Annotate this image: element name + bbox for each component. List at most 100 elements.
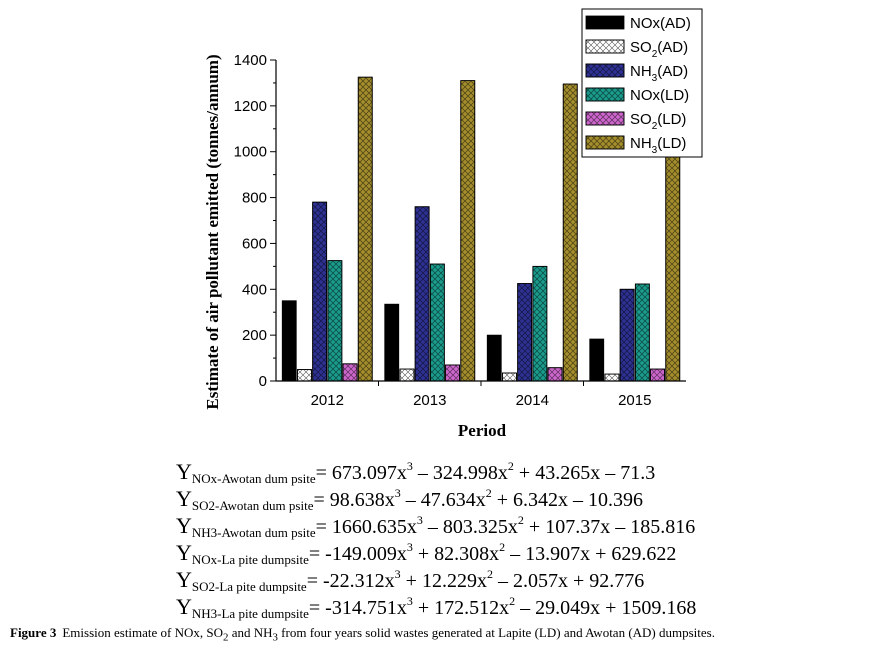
legend: NOx(AD) SO2(AD) NH3(AD) NOx(LD) SO2(LD) NH3(L… [581,8,703,158]
bar-hatch [342,363,358,382]
equation-part: 3 [406,459,413,473]
bar-hatch [650,368,665,382]
equation-part: 2 [517,513,524,527]
equation-part: Y [176,459,192,484]
x-tick-label: 2015 [618,392,651,409]
bar-hatch [619,288,635,382]
equation-part: 2 [486,567,493,581]
legend-swatch-hatch [585,39,625,54]
y-axis-title: Estimate of air pollutant emitted (tonne… [203,54,222,409]
legend-swatch-hatch [585,111,625,126]
equation-part: Y [176,513,192,538]
x-axis-title: Period [458,421,507,440]
bar-hatch [634,283,650,382]
equation-part: 2 [499,540,506,554]
bar-hatch [312,201,328,382]
bar-hatch [665,139,681,382]
legend-label: NOx(LD) [630,87,689,104]
legend-label: NOx(AD) [630,15,691,32]
bar-hatch [445,364,460,382]
equation-part: NH3-La pite dumpsite [191,606,309,621]
equation-part: 3 [416,513,423,527]
equation-line: YNOx-Awotan dum psite= 673.097x3 – 324.9… [176,453,866,486]
bar-hatch [429,263,445,382]
legend-swatch-hatch [585,135,625,150]
y-ticks-group: 0 200 400 600 800 1000 1200 1400 [234,52,276,390]
x-tick-label: 2014 [516,392,549,409]
y-tick-label: 200 [242,327,267,344]
y-tick-label: 1200 [234,98,267,115]
bar-hatch [562,83,578,382]
bar-hatch [414,206,430,382]
legend-label: NH3(AD) [630,63,688,84]
equation-part: Y [176,594,192,619]
equation-part: = 673.097x [315,462,407,484]
equation-part: + 107.37x – 185.816 [523,516,696,538]
bar-hatch [297,369,312,382]
equation-part: + 12.229x [400,570,487,592]
equation-part: – 47.634x [400,489,486,511]
bar-NOx(AD)-2015 [589,338,605,382]
regression-equations: YNOx-Awotan dum psite= 673.097x3 – 324.9… [176,453,866,621]
caption-sub-b: 3 [272,631,278,644]
equation-part: – 29.049x + 1509.168 [515,597,697,619]
equation-part: 3 [394,486,401,500]
equation-part: – 2.057x + 92.776 [492,570,645,592]
equation-part: 2 [507,459,514,473]
equation-line: YNH3-La pite dumpsite= -314.751x3 + 172.… [176,588,866,621]
bar-hatch [604,373,620,382]
equation-part: 3 [406,594,413,608]
equation-part: Y [176,567,192,592]
bar-hatch [460,80,476,382]
y-tick-label: 1000 [234,144,267,161]
caption-sub-a: 2 [223,631,229,644]
equation-line: YNOx-La pite dumpsite= -149.009x3 + 82.3… [176,534,866,567]
bar-hatch [517,283,533,382]
equation-part: = 1660.635x [315,516,417,538]
equation-part: Y [176,486,192,511]
bar-hatch [547,367,563,382]
bar-NOx(AD)-2013 [384,303,400,382]
y-tick-label: 1400 [234,52,267,69]
legend-label: NH3(LD) [630,135,686,156]
x-tick-label: 2013 [413,392,446,409]
caption-text-a: Emission estimate of NOx, SO [62,625,224,640]
equation-part: 2 [485,486,492,500]
equation-part: + 43.265x – 71.3 [513,462,656,484]
bar-hatch [399,368,415,382]
legend-box [581,8,703,158]
equation-part: + 6.342x – 10.396 [491,489,644,511]
equation-part: NOx-Awotan dum psite [191,471,316,486]
bar-NOx(AD)-2012 [281,300,297,382]
equation-part: + 82.308x [412,543,500,565]
equation-part: Y [176,540,192,565]
equation-part: – 13.907x + 629.622 [505,543,677,565]
bars-group [281,76,681,382]
equation-part: = -314.751x [308,597,407,619]
bar-hatch [532,265,548,382]
equation-part: = 98.638x [313,489,395,511]
x-tick-label: 2012 [311,392,344,409]
y-tick-label: 400 [242,281,267,298]
legend-label: SO2(LD) [630,111,686,132]
equation-part: – 324.998x [412,462,508,484]
caption-text-c: from four years solid wastes generated a… [277,625,715,640]
legend-swatch-hatch [585,63,625,78]
equation-line: YNH3-Awotan dum psite= 1660.635x3 – 803.… [176,507,866,540]
equation-part: = -149.009x [308,543,407,565]
equation-part: + 172.512x [412,597,510,619]
legend-swatch [585,15,625,30]
equation-part: SO2-Awotan dum psite [191,498,314,513]
figure-caption: Figure 3 Emission estimate of NOx, SO2 an… [10,625,870,644]
caption-label: Figure 3 [10,625,57,640]
x-ticks-group: 2012 2013 2014 2015 [311,381,651,409]
equation-line: YSO2-La pite dumpsite= -22.312x3 + 12.22… [176,561,866,594]
y-tick-label: 800 [242,190,267,207]
equation-line: YSO2-Awotan dum psite= 98.638x3 – 47.634… [176,480,866,513]
equation-part: NH3-Awotan dum psite [191,525,316,540]
equation-part: – 803.325x [422,516,518,538]
equation-part: 3 [406,540,413,554]
bar-hatch [502,372,517,382]
equation-part: 3 [394,567,401,581]
equation-part: SO2-La pite dumpsite [191,579,307,594]
